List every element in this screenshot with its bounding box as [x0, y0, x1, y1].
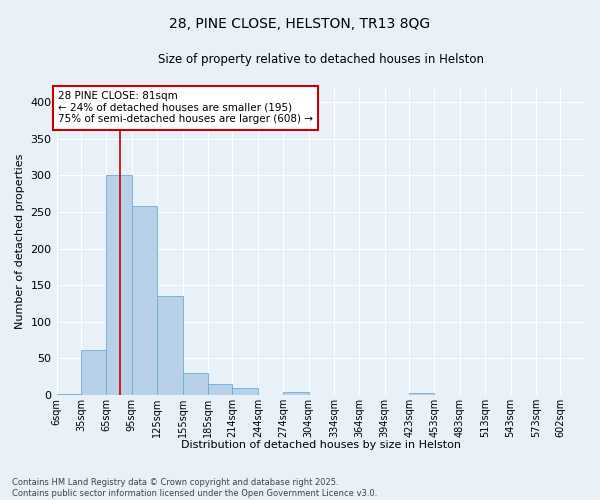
Bar	[81, 350, 106, 395]
Bar	[157, 296, 182, 395]
Text: 28 PINE CLOSE: 81sqm
← 24% of detached houses are smaller (195)
75% of semi-deta: 28 PINE CLOSE: 81sqm ← 24% of detached h…	[58, 91, 313, 124]
Bar	[232, 388, 258, 395]
Bar	[106, 176, 132, 395]
Bar	[132, 206, 157, 395]
Title: Size of property relative to detached houses in Helston: Size of property relative to detached ho…	[158, 52, 484, 66]
Bar	[56, 394, 81, 395]
Y-axis label: Number of detached properties: Number of detached properties	[15, 154, 25, 329]
Bar	[208, 384, 232, 395]
Bar	[409, 393, 434, 395]
Text: 28, PINE CLOSE, HELSTON, TR13 8QG: 28, PINE CLOSE, HELSTON, TR13 8QG	[169, 18, 431, 32]
Bar	[283, 392, 308, 395]
Text: Contains HM Land Registry data © Crown copyright and database right 2025.
Contai: Contains HM Land Registry data © Crown c…	[12, 478, 377, 498]
X-axis label: Distribution of detached houses by size in Helston: Distribution of detached houses by size …	[181, 440, 461, 450]
Bar	[182, 373, 208, 395]
